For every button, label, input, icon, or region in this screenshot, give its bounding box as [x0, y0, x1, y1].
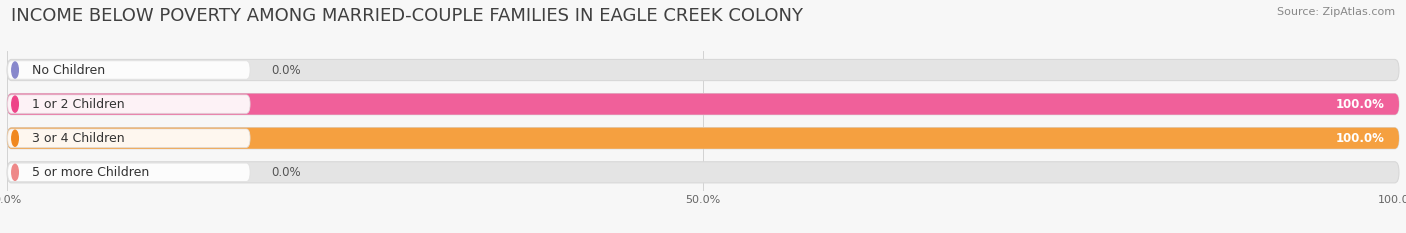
- Text: 0.0%: 0.0%: [271, 166, 301, 179]
- FancyBboxPatch shape: [7, 95, 250, 113]
- Text: Source: ZipAtlas.com: Source: ZipAtlas.com: [1277, 7, 1395, 17]
- Text: 100.0%: 100.0%: [1336, 98, 1385, 111]
- Circle shape: [11, 96, 18, 112]
- Circle shape: [11, 164, 18, 180]
- Text: 3 or 4 Children: 3 or 4 Children: [32, 132, 125, 145]
- Circle shape: [11, 62, 18, 78]
- Text: 5 or more Children: 5 or more Children: [32, 166, 149, 179]
- Text: 100.0%: 100.0%: [1336, 132, 1385, 145]
- FancyBboxPatch shape: [7, 162, 1399, 183]
- FancyBboxPatch shape: [7, 163, 250, 182]
- FancyBboxPatch shape: [7, 128, 1399, 149]
- Text: 0.0%: 0.0%: [271, 64, 301, 76]
- FancyBboxPatch shape: [7, 129, 250, 147]
- Text: 1 or 2 Children: 1 or 2 Children: [32, 98, 125, 111]
- Text: No Children: No Children: [32, 64, 105, 76]
- Circle shape: [11, 130, 18, 146]
- FancyBboxPatch shape: [7, 128, 1399, 149]
- FancyBboxPatch shape: [7, 93, 1399, 115]
- FancyBboxPatch shape: [7, 59, 1399, 81]
- FancyBboxPatch shape: [7, 61, 250, 79]
- FancyBboxPatch shape: [7, 93, 1399, 115]
- Text: INCOME BELOW POVERTY AMONG MARRIED-COUPLE FAMILIES IN EAGLE CREEK COLONY: INCOME BELOW POVERTY AMONG MARRIED-COUPL…: [11, 7, 803, 25]
